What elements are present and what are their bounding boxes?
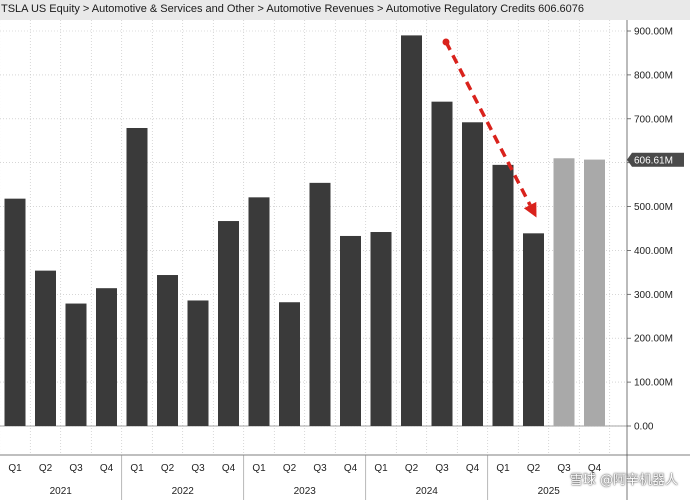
last-value-box [632,152,684,167]
bar [187,300,209,426]
year-label: 2022 [172,486,195,497]
bar [4,198,26,426]
y-tick-label: 800.00M [634,70,673,81]
x-tick-label: Q1 [374,463,388,474]
y-tick-label: 200.00M [634,334,673,345]
bar [126,127,148,426]
y-tick-label: 100.00M [634,378,673,389]
x-tick-label: Q4 [100,463,114,474]
x-tick-label: Q2 [283,463,297,474]
bar [462,122,483,427]
x-tick-label: Q1 [496,463,510,474]
bar [157,275,178,426]
x-tick-label: Q4 [222,463,236,474]
bar [370,232,392,426]
y-tick-label: 300.00M [634,290,673,301]
breadcrumb: TSLA US Equity > Automotive & Services a… [1,3,585,15]
y-tick-label: 500.00M [634,202,673,213]
x-tick-label: Q3 [69,463,83,474]
year-label: 2025 [538,486,561,497]
bar [96,288,117,426]
bar [218,221,239,426]
y-tick-label: 700.00M [634,114,673,125]
bar [401,35,422,427]
x-tick-label: Q2 [405,463,419,474]
x-tick-label: Q3 [313,463,327,474]
last-value-pointer [627,152,632,167]
bar [309,182,331,426]
x-tick-label: Q3 [191,463,205,474]
x-tick-label: Q3 [557,463,571,474]
bar [279,302,300,426]
x-tick-label: Q2 [39,463,53,474]
bar [523,233,544,426]
x-tick-label: Q2 [161,463,175,474]
year-label: 2021 [50,486,73,497]
breadcrumb-header: TSLA US Equity > Automotive & Services a… [0,0,690,20]
x-tick-label: Q4 [588,463,602,474]
last-value-label: 606.61M [634,155,673,166]
year-label: 2023 [294,486,317,497]
estimate-bar [553,158,575,426]
x-tick-label: Q3 [435,463,449,474]
bar [340,235,361,426]
bar [65,303,87,426]
y-tick-label: 900.00M [634,27,673,38]
x-tick-label: Q4 [344,463,358,474]
x-tick-label: Q1 [252,463,266,474]
bar [248,197,270,426]
year-label: 2024 [416,486,439,497]
trend-arrow-head [523,201,537,218]
trend-arrow-line [444,41,532,206]
x-tick-label: Q2 [527,463,541,474]
x-tick-label: Q1 [8,463,22,474]
bar [35,270,56,426]
bar [431,101,453,427]
estimate-bar [584,159,605,426]
x-tick-label: Q4 [466,463,480,474]
bar [492,164,514,426]
x-tick-label: Q1 [130,463,144,474]
watermark: 雪球 @阿辛机器人 [569,473,678,488]
y-tick-label: 400.00M [634,246,673,257]
y-tick-label: 0.00 [634,422,654,433]
